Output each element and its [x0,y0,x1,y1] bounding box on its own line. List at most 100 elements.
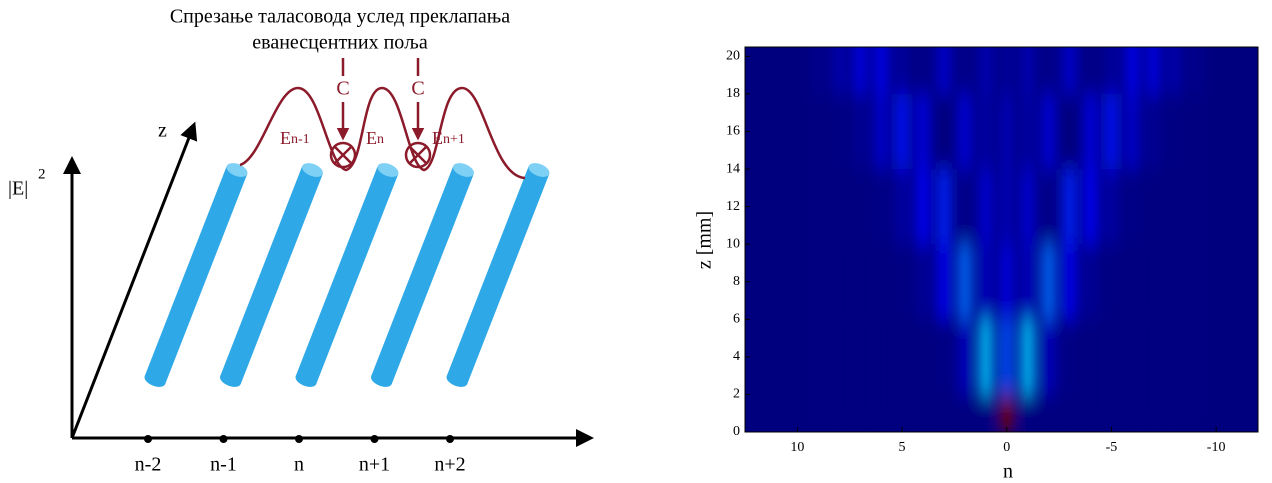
waveguide-end [371,373,392,387]
waveguide-end [295,373,317,387]
waveguide-top [528,163,550,177]
heatmap-cell [916,394,930,432]
heatmap-cell [1084,244,1097,320]
heatmap-cell [958,394,972,432]
heatmap-cell [1147,394,1160,432]
y-tick-label: 6 [733,312,740,327]
heatmap-cell [1105,244,1118,320]
heatmap-cell [1042,169,1055,245]
heatmap-cell [1188,47,1202,94]
heatmap-cell [958,47,972,94]
heatmap-cell [1000,93,1014,170]
y-tick-label: 10 [726,236,740,251]
x-tick-label: -5 [1106,440,1118,455]
heatmap-cell [1105,93,1118,170]
heatmap-cell [1000,47,1014,94]
heatmap-cell [1188,169,1202,245]
waveguide [295,165,399,385]
cross [409,146,427,164]
heatmap-cell [1063,319,1076,395]
heatmap-cell [895,47,909,94]
heatmap-cell [832,244,846,320]
heatmap-cell [1042,244,1055,320]
site-dot [370,435,379,443]
sites: n-2 n-1 n n+1 n+2 [135,435,466,476]
site-label: n-2 [135,454,162,476]
x-tick-label: 0 [1003,440,1010,455]
x-tick-label: 5 [899,440,906,455]
heatmap-cell [853,394,867,432]
site-label: n [294,454,304,476]
heatmap-cell [979,244,993,320]
site-dot [219,435,228,443]
field-base: E [432,128,443,148]
heatmap-cell [958,244,972,320]
heatmap-cell [1063,169,1076,245]
heatmap-cell [832,47,846,94]
heatmap-cell [812,394,825,432]
field-base: E [366,128,377,148]
waveguides [144,163,550,387]
heatmap-cell [1021,244,1034,320]
heatmap-cell [874,47,888,94]
field-sub: n [377,132,384,147]
heatmap-cell [937,319,951,395]
heatmap-cell [832,93,846,170]
heatmap-cell [895,244,909,320]
site-dot [144,435,152,443]
heatmap-cell [853,169,867,245]
waveguide-end [446,373,468,387]
heatmap-cell [1105,47,1118,94]
waveguide-top [226,163,248,177]
field-label: En+1 [432,128,465,148]
heatmap-cell [1147,93,1160,170]
heatmap-cell [812,244,825,320]
heatmap-cell [874,93,888,170]
heatmap-cell [1147,319,1160,395]
heatmap-cell [1063,93,1076,170]
heatmap-cell [1042,47,1055,94]
axis-z [70,121,198,439]
heatmap-cell [1147,169,1160,245]
waveguide [144,165,248,385]
heatmap-cell [1167,319,1181,395]
waveguide [371,165,474,385]
waveguide-end [144,373,166,387]
heatmap-cell [1126,93,1139,170]
field-sub: n+1 [443,132,465,147]
heatmap-cell [1042,93,1055,170]
heatmap-cell [812,319,825,395]
heatmap-cell [1147,47,1160,94]
diagram-title: Спрезање таласовода услед преклапања [170,6,510,28]
y-tick-label: 18 [726,86,740,101]
coupling-label: C [336,78,349,100]
heatmap-cell [979,47,993,94]
heatmap-cell [1021,319,1034,395]
heatmap-cell [1084,394,1097,432]
heatmap-cell [1126,244,1139,320]
x-tick-label: -10 [1207,440,1226,455]
axis-label: |E| [8,178,28,200]
heatmap-cell [874,169,888,245]
heatmap-cell [832,394,846,432]
heatmap-cell [937,93,951,170]
heatmap-cell [1167,47,1181,94]
heatmap-cell [979,93,993,170]
heatmap-cell [812,47,825,94]
heatmap-cell [1042,319,1055,395]
heatmap-cell [1084,169,1097,245]
site-dot [446,435,454,443]
field-label: En [366,128,384,148]
heatmap-cell [1126,47,1139,94]
axis-label-exponent: 2 [38,166,46,182]
y-tick-label: 0 [733,424,740,439]
y-tick-label: 20 [726,49,740,64]
heatmap-cell [853,47,867,94]
heatmap-cell [874,319,888,395]
heatmap-cell [1188,394,1202,432]
axis-label: z [158,120,167,142]
coupling-circle [329,141,357,169]
coupling-label: C [411,78,424,100]
x-tick-label: 10 [790,440,804,455]
